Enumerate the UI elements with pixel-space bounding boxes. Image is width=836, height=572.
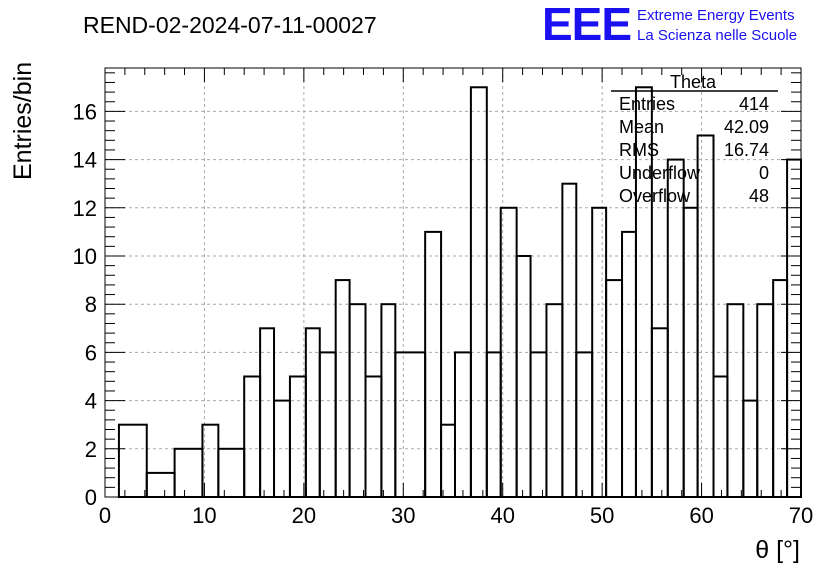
stats-box: Theta Entries 414 Mean 42.09 RMS 16.74 Underfl… [611,72,778,206]
x-tick-label: 10 [192,503,216,528]
y-tick-labels: 0 2 4 6 8 10 12 14 16 [73,99,97,510]
histogram-bin [529,351,548,498]
histogram-bin [712,375,729,498]
histogram-bin [453,351,472,498]
logo-line-1: Extreme Energy Events [637,7,795,24]
histogram-bin [259,327,276,499]
x-tick-label: 20 [292,503,316,528]
histogram-bin [772,279,789,498]
histogram-bin [621,230,637,498]
histogram-bin [117,423,148,498]
y-tick-label: 16 [73,99,97,124]
histogram-bin [334,279,351,498]
histogram-bin [485,351,502,498]
y-tick-label: 4 [85,389,97,414]
axis-ticks [104,68,802,498]
x-tick-label: 0 [99,503,111,528]
y-tick-label: 14 [73,148,97,173]
eee-logo: EEE Extreme Energy Events La Scienza nel… [542,0,797,50]
grid [105,68,801,497]
x-tick-label: 70 [789,503,813,528]
histogram-bars [117,86,803,499]
stats-rows: Entries 414 Mean 42.09 RMS 16.74 Underflow 0 Ove… [619,94,769,206]
stats-value: 0 [759,163,769,183]
histogram-bin [561,182,578,498]
run-title: REND-02-2024-07-11-00027 [83,12,377,38]
x-tick-label: 30 [391,503,415,528]
stats-title: Theta [670,72,717,92]
histogram-bin [243,375,262,498]
logo-line-2: La Scienza nelle Scuole [637,27,797,44]
histogram-bin [650,327,669,499]
histogram-bin [545,303,564,498]
stats-value: 48 [749,186,769,206]
histogram-bin [364,375,383,498]
y-tick-label: 10 [73,244,97,269]
y-tick-label: 12 [73,196,97,221]
histogram-bin [394,351,427,498]
y-axis-title: Entries/bin [9,62,37,180]
stats-value: 414 [739,94,769,114]
histogram-bin [145,471,176,498]
logo-mark: EEE [542,0,631,50]
y-tick-label: 2 [85,437,97,462]
histogram-bin [469,86,488,499]
y-tick-label: 8 [85,292,97,317]
histogram-bin [440,423,456,498]
x-axis-title: θ [°] [755,536,800,564]
y-tick-label: 6 [85,340,97,365]
histogram-bin [304,327,321,499]
x-tick-label: 60 [689,503,713,528]
stats-label: RMS [619,140,659,160]
histogram-bin [786,158,803,499]
stats-label: Entries [619,94,675,114]
histogram-bin [605,279,624,498]
y-tick-label: 0 [85,485,97,510]
x-tick-label: 40 [490,503,514,528]
x-tick-label: 50 [590,503,614,528]
plot-frame [104,67,802,498]
histogram-bin [424,230,443,498]
histogram-bin [217,447,246,499]
stats-label: Underflow [619,163,701,183]
histogram-bin [173,447,204,499]
histogram-bin [318,351,337,498]
stats-value: 42.09 [724,117,769,137]
histogram-bin [666,158,685,499]
histogram-bin [515,254,532,498]
histogram-bin [696,134,715,498]
x-tick-labels: 0 10 20 30 40 50 60 70 [99,503,813,528]
stats-value: 16.74 [724,140,769,160]
stats-label: Mean [619,117,664,137]
histogram-bin [575,351,594,498]
stats-label: Overflow [619,186,691,206]
